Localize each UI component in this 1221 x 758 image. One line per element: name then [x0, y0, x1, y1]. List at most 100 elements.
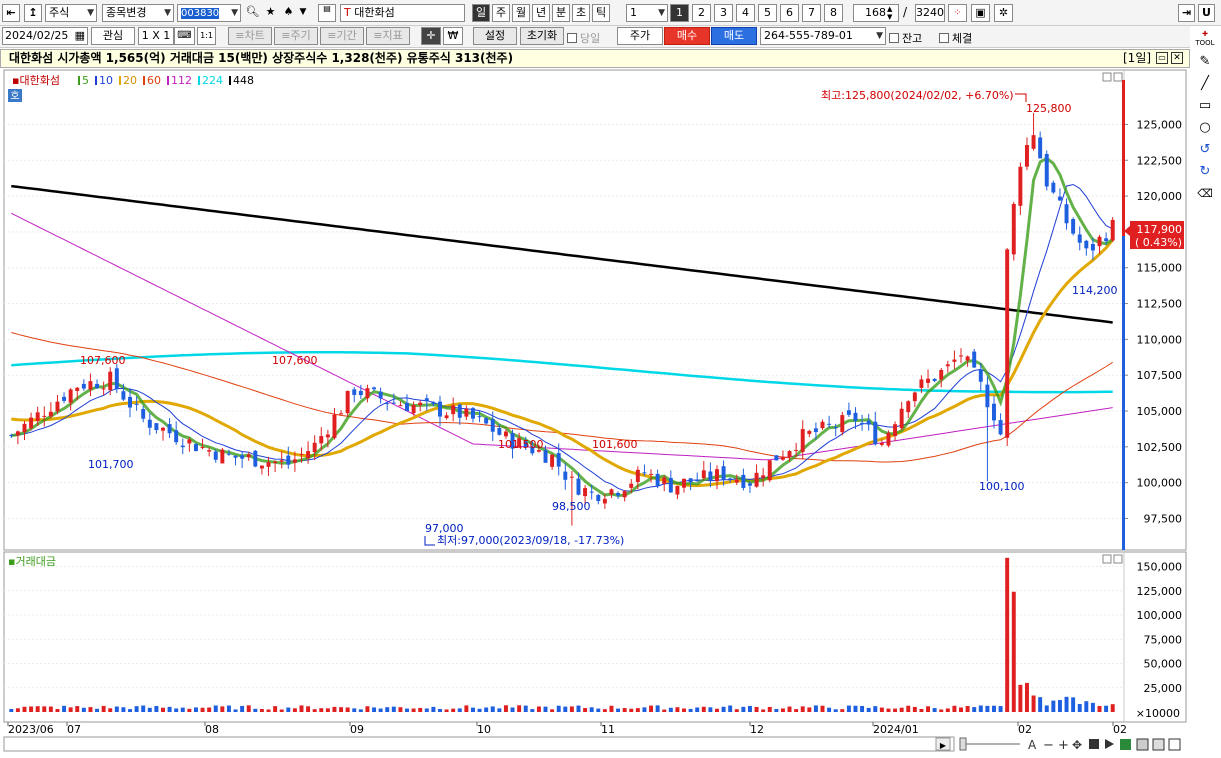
chevron-down-icon[interactable]: ▼	[299, 7, 307, 17]
gear-icon[interactable]: ✲	[994, 4, 1013, 22]
volume-bar	[332, 706, 337, 712]
tab-indicator[interactable]: ≡지표	[366, 27, 410, 45]
save-icon[interactable]: ▣	[971, 4, 990, 22]
stop-icon[interactable]	[1089, 739, 1099, 749]
change-item-select[interactable]: 종목변경 ▼	[102, 4, 174, 22]
circle-icon[interactable]: ○	[1199, 120, 1211, 135]
page-tab-3[interactable]: 3	[714, 4, 733, 22]
page-tab-7[interactable]: 7	[802, 4, 821, 22]
print-icon[interactable]	[1152, 738, 1165, 751]
dock-left-icon[interactable]: ⇤	[2, 4, 20, 22]
settings-button[interactable]: 설정	[473, 27, 517, 45]
period-tab-1[interactable]: 주	[492, 4, 510, 22]
period-tab-4[interactable]: 분	[552, 4, 570, 22]
rectangle-icon[interactable]: ▭	[1198, 98, 1212, 113]
crosshair-icon[interactable]: ✛	[421, 27, 441, 45]
horizontal-scrollbar[interactable]	[3, 736, 955, 752]
ho-badge[interactable]	[8, 89, 22, 102]
page-tab-8[interactable]: 8	[824, 4, 843, 22]
zoom-slider[interactable]	[959, 737, 1020, 751]
stock-chart[interactable]: 125,000122,500120,000117,500115,000112,5…	[0, 68, 1190, 758]
page-tab-6[interactable]: 6	[780, 4, 799, 22]
pin-icon[interactable]: ↥	[24, 4, 42, 22]
count-spinner-icon[interactable]: ▲ ▼	[887, 5, 893, 21]
calendar-icon[interactable]: ▦	[74, 29, 85, 42]
volume-bar	[325, 708, 330, 712]
save-chart-icon[interactable]	[1136, 738, 1149, 751]
page-tab-2[interactable]: 2	[692, 4, 711, 22]
price-panel-maximize-icon[interactable]	[1102, 72, 1112, 82]
minus-icon[interactable]: −	[1043, 738, 1054, 753]
dock-right-icon[interactable]: ⇥	[1178, 4, 1195, 22]
font-size-button[interactable]: A	[1028, 738, 1037, 752]
date-tick-label: 02	[1018, 723, 1032, 736]
stock-code-input[interactable]: 003830 ▼	[177, 4, 241, 22]
sell-button[interactable]: 매도	[711, 27, 757, 45]
candle-body	[226, 453, 231, 455]
plus-icon[interactable]: +	[1058, 738, 1069, 753]
won-button[interactable]: ₩	[443, 27, 463, 45]
volume-bar	[635, 708, 640, 712]
search-icon[interactable]: 🔍︎	[245, 5, 260, 18]
fill-checkbox[interactable]: 체결	[939, 30, 972, 46]
interval-select[interactable]: 1 ▼	[626, 4, 668, 22]
candle-body	[655, 473, 660, 486]
stock-name-field[interactable]: T 대한화섬	[340, 4, 465, 22]
delete-all-icon[interactable]: ⌫	[1197, 187, 1213, 200]
restore-icon[interactable]: ▭	[1156, 52, 1168, 64]
star-icon[interactable]: ★	[265, 5, 276, 18]
move-icon[interactable]: ✥	[1072, 738, 1082, 752]
redo-icon[interactable]: ↻	[1199, 164, 1211, 179]
close-icon[interactable]: ✕	[1171, 52, 1183, 64]
line-icon[interactable]: ╱	[1201, 76, 1209, 91]
page-tab-1[interactable]: 1	[670, 4, 689, 22]
window-icon[interactable]	[1168, 738, 1181, 751]
tab-chart[interactable]: ≡차트	[228, 27, 272, 45]
scroll-right-icon[interactable]	[935, 737, 951, 751]
stock-info-bar: 대한화섬 시가총액 1,565(억) 거래대금 15(백만) 상장주식수 1,3…	[0, 49, 1190, 68]
balance-checkbox[interactable]: 잔고	[889, 30, 922, 46]
volume-panel-maximize-icon[interactable]	[1102, 554, 1112, 564]
candle-body	[860, 422, 865, 424]
buy-button[interactable]: 매수	[664, 27, 710, 45]
grid-list-icon[interactable]: ▤	[318, 4, 336, 22]
pencil-icon[interactable]: ✎	[1199, 54, 1211, 69]
tool-menu-icon[interactable]: ✚ TOOL	[1195, 30, 1215, 47]
u-button[interactable]: U	[1198, 4, 1215, 22]
price-panel-close-icon[interactable]	[1113, 72, 1123, 82]
volume-bar	[583, 708, 588, 712]
zoom-slider-thumb[interactable]	[959, 737, 967, 751]
period-tab-5[interactable]: 초	[572, 4, 590, 22]
same-day-checkbox[interactable]: 당일	[567, 30, 600, 46]
tab-cycle[interactable]: ≡주기	[274, 27, 318, 45]
account-select[interactable]: 264-555-789-01 ▼	[760, 27, 886, 45]
candle-body	[273, 461, 278, 463]
layout-button[interactable]: 1 X 1	[138, 27, 174, 45]
page-tab-4[interactable]: 4	[736, 4, 755, 22]
play-icon[interactable]	[1105, 739, 1114, 749]
period-tab-0[interactable]: 일	[472, 4, 490, 22]
price-button[interactable]: 주가	[617, 27, 663, 45]
volume-bar	[398, 707, 403, 712]
dots-icon[interactable]: ⁘	[948, 4, 967, 22]
ratio-button[interactable]: 1:1	[197, 27, 216, 45]
page-tab-5[interactable]: 5	[758, 4, 777, 22]
volume-bar	[965, 705, 970, 712]
tab-period[interactable]: ≡기간	[320, 27, 364, 45]
spade-icon[interactable]: ♠	[283, 5, 294, 18]
watch-button[interactable]: 관심	[91, 27, 135, 45]
market-select[interactable]: 주식 ▼	[45, 4, 97, 22]
period-tab-3[interactable]: 년	[532, 4, 550, 22]
undo-icon[interactable]: ↺	[1199, 142, 1211, 157]
volume-bar	[609, 705, 614, 712]
candle-body	[1110, 219, 1115, 241]
count-field[interactable]: 168	[853, 4, 899, 22]
period-tab-6[interactable]: 틱	[592, 4, 610, 22]
keyboard-icon[interactable]: ⌨	[174, 27, 195, 45]
period-tab-2[interactable]: 월	[512, 4, 530, 22]
volume-panel-close-icon[interactable]	[1113, 554, 1123, 564]
reset-button[interactable]: 초기화	[520, 27, 564, 45]
excel-icon[interactable]	[1120, 739, 1131, 750]
date-field[interactable]: 2024/02/25 ▦	[2, 27, 88, 45]
volume-bar	[589, 707, 594, 712]
